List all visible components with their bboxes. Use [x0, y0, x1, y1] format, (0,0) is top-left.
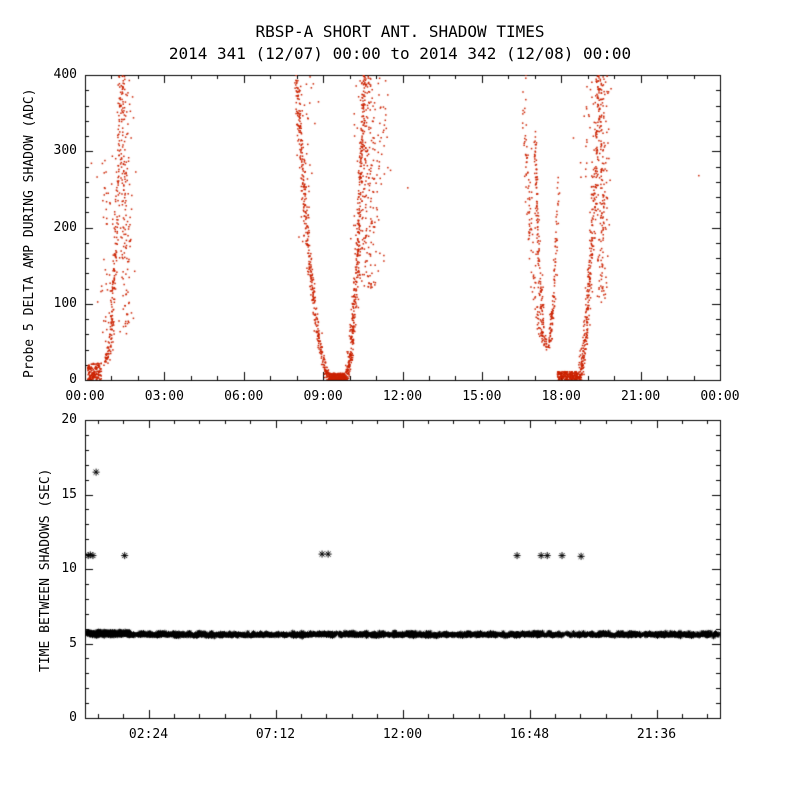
y-tick-label: 20 — [61, 412, 77, 427]
x-tick-label: 21:00 — [621, 389, 661, 404]
x-tick-label: 02:24 — [128, 727, 169, 742]
x-tick-label: 15:00 — [462, 389, 502, 404]
x-tick-label: 07:12 — [255, 727, 296, 742]
y-tick-label: 10 — [61, 561, 77, 576]
y-tick-label: 100 — [53, 295, 77, 311]
x-tick-label: 06:00 — [224, 389, 264, 404]
chart-title: RBSP-A SHORT ANT. SHADOW TIMES — [255, 22, 545, 41]
y-tick-label: 15 — [61, 486, 77, 502]
y-tick-label: 0 — [69, 372, 77, 387]
y-tick-label: 200 — [53, 219, 77, 235]
x-tick-label: 18:00 — [541, 389, 581, 404]
chart-subtitle: 2014 341 (12/07) 00:00 to 2014 342 (12/0… — [168, 44, 632, 63]
x-tick-label: 16:48 — [509, 727, 550, 742]
y-tick-label: 0 — [69, 710, 77, 725]
x-tick-label: 12:00 — [382, 389, 423, 404]
y-tick-label: 400 — [53, 67, 77, 82]
y-tick-label: 5 — [69, 635, 77, 651]
x-tick-label: 00:00 — [65, 389, 105, 404]
x-tick-label: 09:00 — [303, 389, 343, 404]
y-tick-label: 300 — [53, 143, 77, 159]
x-tick-label: 00:00 — [700, 389, 740, 404]
x-tick-label: 03:00 — [144, 389, 184, 404]
x-tick-label: 21:36 — [636, 727, 677, 742]
x-tick-label: 12:00 — [382, 727, 423, 742]
